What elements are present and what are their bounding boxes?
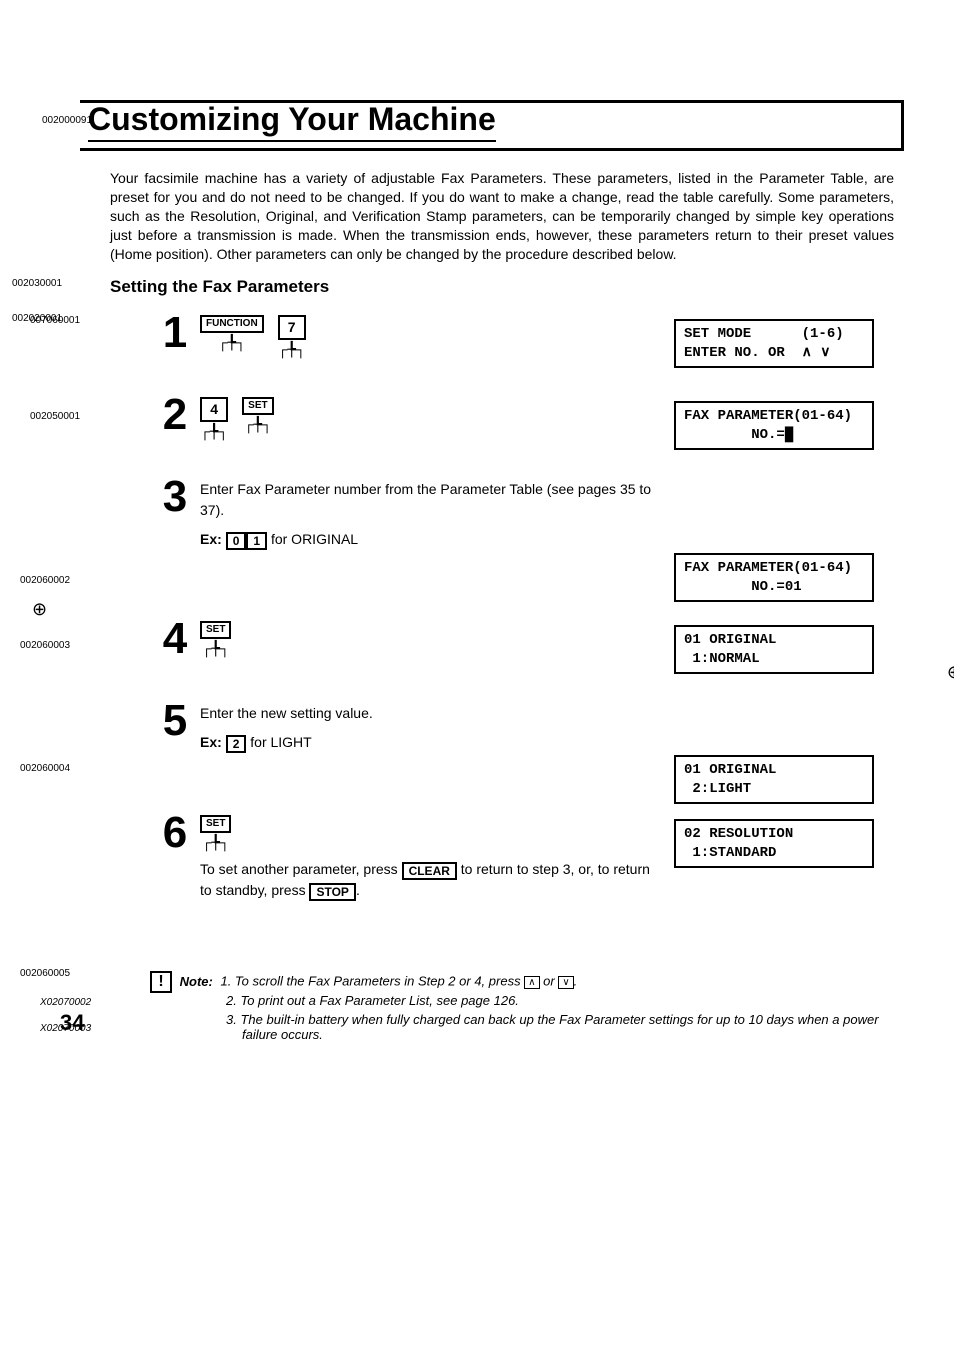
step-3-example: Ex: 01 for ORIGINAL [200, 529, 664, 550]
note-1-b: . [574, 974, 578, 989]
key-stop: STOP [309, 883, 355, 901]
key-label: 7 [278, 315, 306, 340]
step-3: 3 Enter Fax Parameter number from the Pa… [150, 475, 904, 595]
page-title: Customizing Your Machine [88, 101, 496, 142]
step-5-body: Enter the new setting value. Ex: 2 for L… [200, 699, 904, 761]
key-2: 2 [226, 735, 247, 753]
note-icon: ! [150, 971, 172, 993]
step-number: 4 [150, 617, 200, 661]
step-6: 6 SET ┌╄┐ To set another parameter, pres… [150, 811, 904, 921]
lcd-line: SET MODE (1-6) [684, 325, 864, 343]
step-3-body: Enter Fax Parameter number from the Para… [200, 475, 904, 558]
step-4: 4 SET ┌╄┐ 01 ORIGINAL 1:NORMAL [150, 617, 904, 677]
note-block: X02070001 ! Note: 1. To scroll the Fax P… [150, 971, 904, 1042]
ref-s1: 007060001 [30, 315, 80, 326]
key-label: SET [200, 815, 231, 833]
key-0: 0 [226, 532, 247, 550]
arrow-down-key: ∨ [558, 976, 573, 989]
crop-mark-right: ⊕ [947, 662, 954, 683]
step-number: 2 [150, 393, 200, 437]
step-5: 5 Enter the new setting value. Ex: 2 for… [150, 699, 904, 789]
key-label: 4 [200, 397, 228, 422]
lcd-line: 1:STANDARD [684, 844, 864, 862]
ref-s3b: 002060003 [20, 640, 70, 651]
key-label: SET [200, 621, 231, 639]
step-number: 6 [150, 811, 200, 855]
note-3: 3. The built-in battery when fully charg… [150, 1012, 904, 1042]
step-number: 1 [150, 311, 200, 355]
lcd-line: 01 ORIGINAL [684, 631, 864, 649]
lcd-display-2: FAX PARAMETER(01-64) NO.=█ [674, 401, 874, 449]
press-icon: ┌╄┐ [202, 641, 230, 655]
press-icon: ┌╄┐ [218, 335, 246, 349]
step-3-text: Enter Fax Parameter number from the Para… [200, 479, 664, 521]
step-5-text: Enter the new setting value. [200, 703, 664, 724]
lcd-display-6: 02 RESOLUTION 1:STANDARD [674, 819, 874, 867]
key-set: SET ┌╄┐ [242, 397, 273, 431]
arrow-up-key: ∧ [524, 976, 539, 989]
key-set: SET ┌╄┐ [200, 815, 231, 849]
lcd-line: FAX PARAMETER(01-64) [684, 559, 864, 577]
ex-prefix: Ex: [200, 734, 222, 750]
step-6-text: To set another parameter, press CLEAR to… [200, 859, 664, 901]
ref-s3a: 002060002 [20, 575, 70, 586]
key-label: FUNCTION [200, 315, 264, 333]
t1: To set another parameter, press [200, 861, 402, 877]
lcd-line: 01 ORIGINAL [684, 761, 864, 779]
key-clear: CLEAR [402, 862, 457, 880]
lcd-display-4: 01 ORIGINAL 1:NORMAL [674, 625, 874, 673]
t3: . [356, 882, 360, 898]
ex-prefix: Ex: [200, 531, 222, 547]
title-box: Customizing Your Machine [80, 100, 904, 151]
ref-s5: 002060004 [20, 763, 70, 774]
note-1-a: 1. To scroll the Fax Parameters in Step … [220, 974, 524, 989]
step-1: 1 FUNCTION ┌╄┐ 7 ┌╄┐ SET MODE (1-6) ENTE… [150, 311, 904, 371]
ex-suffix: for LIGHT [250, 734, 311, 750]
press-icon: ┌╄┐ [278, 342, 306, 356]
lcd-line: 2:LIGHT [684, 780, 864, 798]
key-4: 4 ┌╄┐ [200, 397, 228, 438]
key-7: 7 ┌╄┐ [278, 315, 306, 356]
steps-container: 007060001 1 FUNCTION ┌╄┐ 7 ┌╄┐ SET MODE … [150, 311, 904, 921]
key-set: SET ┌╄┐ [200, 621, 231, 655]
key-function: FUNCTION ┌╄┐ [200, 315, 264, 349]
ex-suffix: for ORIGINAL [271, 531, 358, 547]
page-number: 34 [60, 1010, 84, 1036]
press-icon: ┌╄┐ [244, 417, 272, 431]
note-2: 2. To print out a Fax Parameter List, se… [150, 993, 904, 1008]
key-1: 1 [246, 532, 267, 550]
step-number: 3 [150, 475, 200, 519]
lcd-display-1: SET MODE (1-6) ENTER NO. OR ∧ ∨ [674, 319, 874, 367]
key-label: SET [242, 397, 273, 415]
note-1-mid: or [540, 974, 559, 989]
section-title: Setting the Fax Parameters [110, 277, 904, 297]
lcd-line: 02 RESOLUTION [684, 825, 864, 843]
page: 002000091 Customizing Your Machine 00203… [0, 0, 954, 1096]
press-icon: ┌╄┐ [200, 424, 228, 438]
lcd-line: FAX PARAMETER(01-64) [684, 407, 864, 425]
lcd-line: NO.=█ [684, 426, 864, 444]
lcd-display-3: FAX PARAMETER(01-64) NO.=01 [674, 553, 874, 601]
step-5-example: Ex: 2 for LIGHT [200, 732, 664, 753]
intro-paragraph: Your facsimile machine has a variety of … [110, 169, 894, 263]
ref-n2: X02070002 [40, 997, 91, 1008]
ref-s2: 002050001 [30, 411, 80, 422]
note-label: Note: [180, 974, 213, 989]
lcd-line: 1:NORMAL [684, 650, 864, 668]
ref-intro: 002030001 [12, 278, 62, 289]
step-number: 5 [150, 699, 200, 743]
step-2: 2 4 ┌╄┐ SET ┌╄┐ FAX PARAMETER(01-64) NO.… [150, 393, 904, 453]
lcd-line: ENTER NO. OR ∧ ∨ [684, 344, 864, 362]
lcd-line: NO.=01 [684, 578, 864, 596]
crop-mark: ⊕ [32, 599, 47, 620]
ref-s6: 002060005 [20, 968, 70, 979]
lcd-display-5: 01 ORIGINAL 2:LIGHT [674, 755, 874, 803]
press-icon: ┌╄┐ [202, 835, 230, 849]
